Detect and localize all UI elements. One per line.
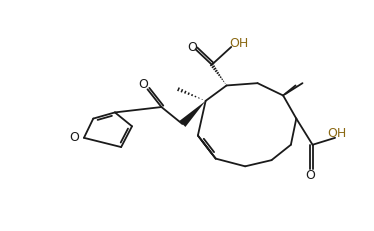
Text: O: O <box>187 41 197 54</box>
Polygon shape <box>180 101 206 127</box>
Text: OH: OH <box>327 128 346 140</box>
Text: O: O <box>139 78 148 91</box>
Text: OH: OH <box>229 37 249 50</box>
Text: O: O <box>305 169 315 182</box>
Text: O: O <box>70 131 80 144</box>
